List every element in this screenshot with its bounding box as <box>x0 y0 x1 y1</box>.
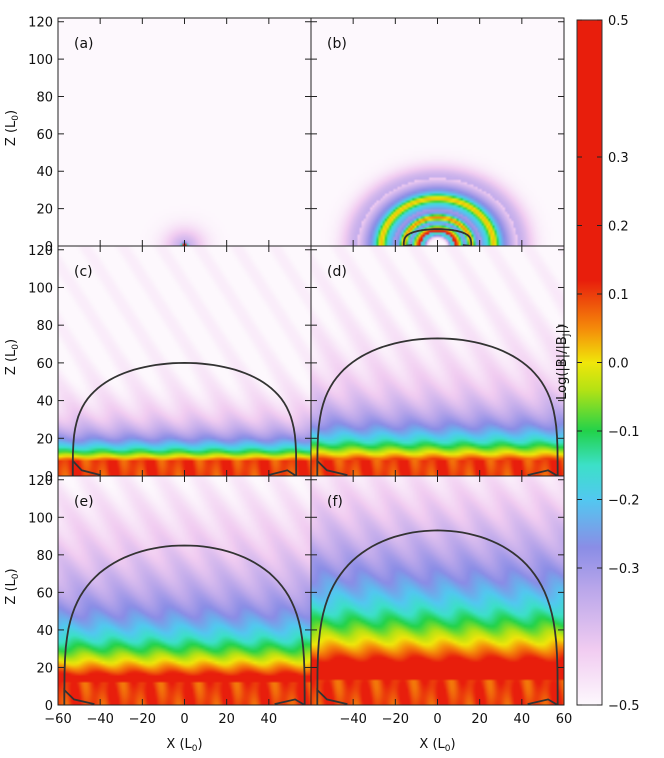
panel-heatmap <box>311 18 564 246</box>
y-tick-label: 120 <box>28 474 53 489</box>
panel-c: (c) <box>57 245 312 477</box>
colorbar-tick-label: 0.0 <box>608 357 629 372</box>
panels-layer: (a) (b) (c) (d) (e) (f) <box>57 17 565 706</box>
panel-a: (a) <box>57 17 312 247</box>
panel-label: (b) <box>327 36 347 52</box>
x-tick-label: 20 <box>471 712 488 727</box>
x-tick-label: −20 <box>382 712 409 727</box>
panel-label: (f) <box>327 494 343 510</box>
colorbar-tick-label: −0.1 <box>608 425 640 440</box>
x-tick-label: −60 <box>44 712 71 727</box>
x-axis-label: X (L0) <box>166 737 202 754</box>
contour-line <box>402 228 473 246</box>
y-axis-label: Z (L0) <box>4 339 21 375</box>
y-tick-label: 120 <box>28 244 53 259</box>
y-tick-label: 40 <box>36 395 53 410</box>
panel-heatmap <box>311 476 564 705</box>
y-tick-label: 40 <box>36 165 53 180</box>
y-tick-label: 0 <box>45 240 53 255</box>
x-tick-label: 0 <box>433 712 441 727</box>
contour-line <box>316 337 559 476</box>
panel-label: (c) <box>74 264 93 280</box>
y-axis-label: Z (L0) <box>4 110 21 146</box>
panel-e: (e) <box>57 475 312 706</box>
panel-d: (d) <box>310 245 565 477</box>
panel-f: (f) <box>310 475 565 706</box>
panel-heatmap <box>311 246 564 476</box>
panel-heatmap <box>58 18 311 246</box>
y-tick-label: 0 <box>45 470 53 485</box>
panel-b: (b) <box>310 17 565 247</box>
y-tick-label: 100 <box>28 511 53 526</box>
colorbar-tick-label: 0.1 <box>608 288 629 303</box>
contour-line <box>63 544 306 705</box>
x-tick-label: 40 <box>514 712 531 727</box>
x-tick-label: 20 <box>218 712 235 727</box>
colorbar-tick-label: −0.2 <box>608 494 640 509</box>
y-tick-label: 40 <box>36 624 53 639</box>
panel-heatmap <box>58 246 311 476</box>
x-tick-label: −40 <box>339 712 366 727</box>
colorbar-label: Log(|B|/|BJ|) <box>555 324 572 400</box>
x-tick-label: 40 <box>261 712 278 727</box>
y-tick-label: 100 <box>28 281 53 296</box>
y-tick-label: 80 <box>36 549 53 564</box>
x-tick-label: 60 <box>556 712 573 727</box>
panel-heatmap <box>58 476 311 705</box>
y-tick-label: 0 <box>45 699 53 714</box>
colorbar-tick-label: −0.5 <box>608 699 640 714</box>
y-tick-label: 80 <box>36 90 53 105</box>
y-tick-label: 20 <box>36 661 53 676</box>
axes-layer: 0204060801001200204060801001200204060801… <box>4 16 572 754</box>
colorbar-tick-label: −0.3 <box>608 562 640 577</box>
y-tick-label: 60 <box>36 586 53 601</box>
colorbar: 0.5 0.3 0.2 0.1 0.0 −0.1 −0.2 −0.3 −0.5 Log(|B|/|… <box>555 14 640 714</box>
colorbar-tick-label: 0.3 <box>608 151 629 166</box>
panel-label: (a) <box>74 36 94 52</box>
contour-line <box>316 529 559 705</box>
y-tick-label: 20 <box>36 203 53 218</box>
x-tick-label: −40 <box>86 712 113 727</box>
y-tick-label: 120 <box>28 16 53 31</box>
contour-line <box>71 361 298 476</box>
x-tick-label: 0 <box>180 712 188 727</box>
y-tick-label: 20 <box>36 432 53 447</box>
colorbar-tick-label: 0.5 <box>608 14 629 29</box>
y-axis-label: Z (L0) <box>4 568 21 604</box>
x-tick-label: −20 <box>129 712 156 727</box>
y-tick-label: 60 <box>36 357 53 372</box>
y-tick-label: 60 <box>36 128 53 143</box>
panel-label: (e) <box>74 494 94 510</box>
y-tick-label: 100 <box>28 53 53 68</box>
colorbar-tick-label: 0.2 <box>608 220 629 235</box>
x-axis-label: X (L0) <box>419 737 455 754</box>
panel-label: (d) <box>327 264 347 280</box>
y-tick-label: 80 <box>36 319 53 334</box>
